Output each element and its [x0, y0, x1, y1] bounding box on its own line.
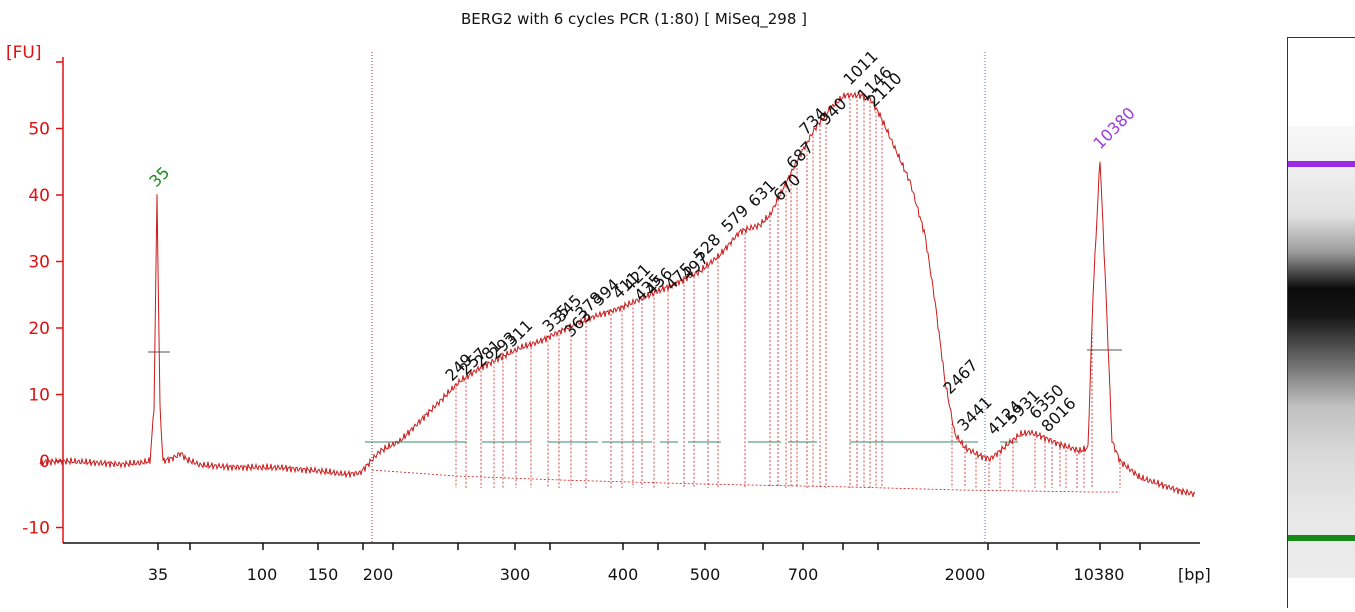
upper-marker-band: [1288, 161, 1355, 167]
x-axis: 35 100 150 200 300 400 500 700 2000 10380: [63, 542, 1200, 584]
x-tick-label: 700: [788, 565, 819, 584]
electropherogram-chart: BERG2 with 6 cycles PCR (1:80) [ MiSeq_2…: [6, 10, 1211, 584]
x-tick-label: 200: [363, 565, 394, 584]
lower-marker-band: [1288, 535, 1355, 541]
y-tick-label: 50: [28, 120, 50, 140]
y-tick-label: 10: [28, 386, 50, 406]
y-tick-label: 40: [28, 186, 50, 206]
x-tick-label: 100: [247, 565, 278, 584]
marker-peak-label: 10380: [1089, 103, 1138, 152]
marker-peak-label: 35: [145, 163, 173, 191]
peak-label: 579: [717, 201, 752, 236]
gel-bands: [1288, 126, 1355, 578]
x-tick-label: 35: [148, 565, 168, 584]
peak-drop-lines: [371, 94, 1121, 493]
marker-labels: 35 10380: [145, 103, 1138, 190]
x-tick-label: 500: [690, 565, 721, 584]
integration-baseline: [371, 469, 1120, 493]
peak-label: 670: [769, 170, 804, 205]
x-tick-label: 10380: [1074, 565, 1125, 584]
x-tick-label: 400: [608, 565, 639, 584]
gel-image-lane: [1287, 37, 1355, 608]
peak-label: 2467: [939, 356, 981, 398]
y-tick-label: -10: [22, 519, 50, 539]
x-tick-label: 2000: [945, 565, 986, 584]
x-tick-label: 150: [308, 565, 339, 584]
x-tick-label: 300: [500, 565, 531, 584]
y-tick-label: 30: [28, 253, 50, 273]
fluorescence-trace: [39, 91, 1196, 498]
peak-label: 687: [782, 138, 817, 173]
region-boundaries: [371, 52, 986, 543]
y-tick-label: 20: [28, 319, 50, 339]
chart-title: BERG2 with 6 cycles PCR (1:80) [ MiSeq_2…: [461, 10, 807, 29]
peak-baselines: [148, 349, 1122, 443]
y-axis-unit-label: [FU]: [6, 43, 42, 63]
x-axis-unit-label: [bp]: [1178, 565, 1211, 584]
